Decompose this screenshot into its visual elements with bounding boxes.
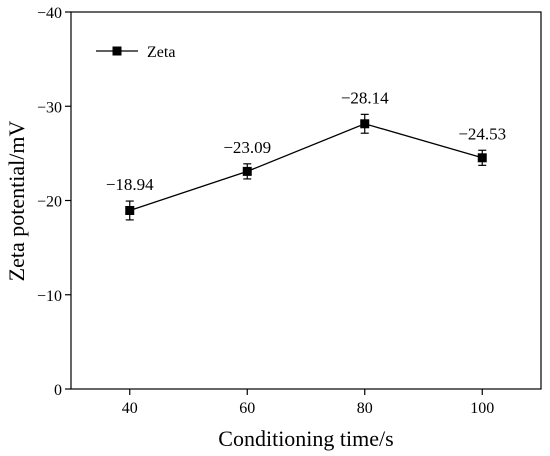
data-label: −28.14 xyxy=(341,88,389,107)
plot-frame xyxy=(70,11,542,390)
data-point xyxy=(360,119,370,129)
series-line xyxy=(129,123,483,212)
data-label: −23.09 xyxy=(223,138,271,157)
x-axis-title: Conditioning time/s xyxy=(218,426,393,451)
y-tick-label: 0 xyxy=(54,382,62,399)
y-tick-label: −30 xyxy=(37,99,62,116)
data-point xyxy=(242,166,252,176)
data-point xyxy=(477,153,487,163)
x-tick-label: 100 xyxy=(470,400,494,417)
y-axis-title: Zeta potential/mV xyxy=(4,121,29,282)
x-tick-label: 40 xyxy=(122,400,138,417)
x-tick-label: 60 xyxy=(239,400,255,417)
y-tick-label: −20 xyxy=(37,194,62,211)
y-tick-label: −40 xyxy=(37,5,62,22)
y-tick-label: −10 xyxy=(37,288,62,305)
data-point xyxy=(125,205,135,215)
x-tick-label: 80 xyxy=(357,400,373,417)
legend-label: Zeta xyxy=(147,44,175,61)
legend-marker xyxy=(112,46,122,56)
plot-area: 40 60 80 100 0 −10 −20 −30 −40 −18.94 −23.09 −28.14… xyxy=(37,5,542,417)
data-label: −24.53 xyxy=(458,124,506,143)
data-label: −18.94 xyxy=(106,175,154,194)
